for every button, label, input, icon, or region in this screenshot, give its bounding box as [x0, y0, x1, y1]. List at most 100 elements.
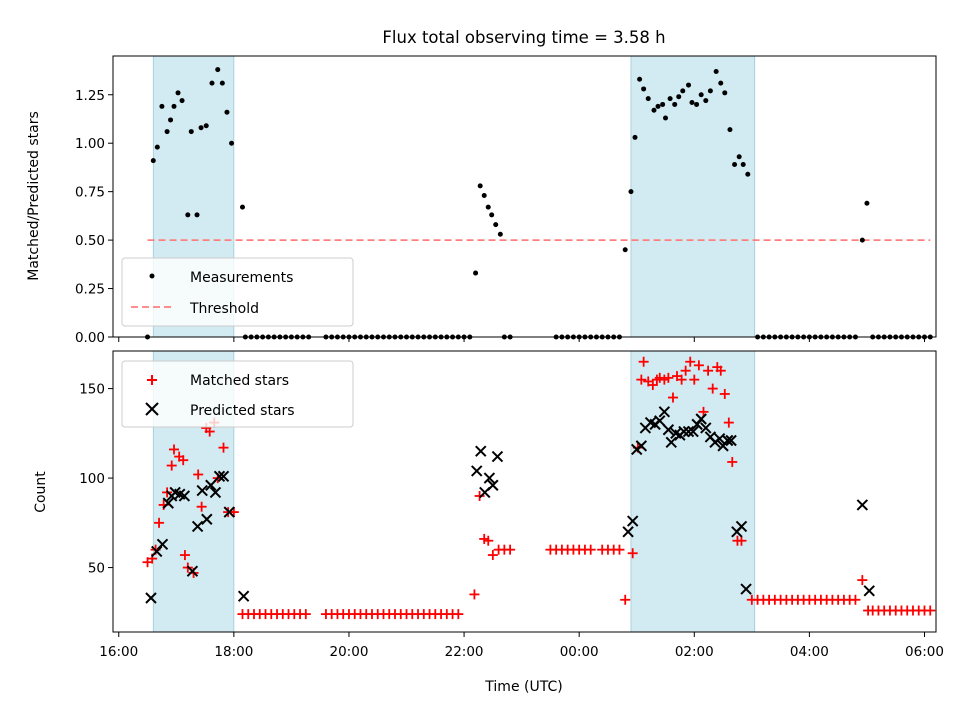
predicted-star-point — [201, 513, 213, 525]
legend-matched-marker — [147, 375, 157, 385]
predicted-star-point — [483, 472, 496, 484]
ratio-legend: Measurements Threshold — [121, 257, 354, 327]
measurement-point — [645, 96, 651, 102]
measurement-point — [718, 80, 724, 86]
predicted-star-point-b — [223, 506, 235, 518]
ratio-y-tick-label: 0.75 — [75, 185, 105, 201]
time-x-tick-label: 02:00 — [675, 644, 714, 660]
matched-star-point — [667, 392, 678, 403]
matched-star-point — [698, 406, 709, 417]
legend-matched-label: Matched stars — [190, 373, 289, 389]
ratio-y-tick-label: 0.25 — [75, 282, 105, 298]
predicted-star-point — [156, 538, 169, 551]
predicted-star-point — [162, 497, 174, 509]
measurement-point — [224, 109, 230, 115]
predicted-star-point — [217, 470, 230, 482]
matched-star-point — [663, 372, 674, 383]
measurement-point — [154, 144, 160, 150]
predicted-star-point — [740, 583, 752, 595]
predicted-star-point — [223, 506, 235, 518]
measurement-point — [473, 270, 479, 276]
legend-measurements-label: Measurements — [190, 270, 293, 286]
predicted-star-point — [209, 486, 222, 499]
measurement-point — [727, 127, 733, 133]
matched-star-point — [857, 575, 868, 586]
time-x-label: Time (UTC) — [484, 679, 562, 695]
predicted-star-point — [658, 406, 671, 418]
measurement-point — [239, 204, 245, 210]
measurement-point — [628, 189, 634, 195]
predicted-star-point-b — [169, 486, 181, 499]
matched-star-point — [178, 455, 189, 466]
matched-star-point — [727, 456, 738, 467]
measurement-point — [667, 96, 673, 102]
ratio-x-ticks — [118, 337, 925, 342]
predicted-star-point-b — [856, 499, 869, 511]
predicted-star-point — [191, 520, 204, 533]
measurement-point — [641, 86, 647, 92]
time-x-axis: 16:00 18:00 20:00 22:00 00:00 02:00 04:00 06:00 — [99, 632, 944, 660]
measurement-point — [493, 222, 499, 228]
matched-star-point — [680, 365, 691, 376]
matched-star-point — [505, 544, 516, 555]
matched-star-point — [204, 426, 215, 437]
predicted-star-point-b — [162, 497, 174, 509]
measurement-point — [168, 117, 174, 123]
measurement-point — [676, 94, 682, 100]
predicted-star-point-b — [682, 425, 695, 438]
predicted-star-point-b — [665, 436, 677, 448]
matched-star-point — [585, 544, 596, 555]
legend-measurements-marker — [149, 273, 155, 279]
predicted-star-point-b — [205, 479, 217, 491]
chart-title: Flux total observing time = 3.58 h — [382, 28, 665, 47]
measurement-point — [477, 183, 483, 189]
predicted-star-point — [475, 445, 487, 457]
ratio-y-tick-label: 1.25 — [75, 88, 105, 104]
predicted-star-point-b — [670, 427, 682, 440]
predicted-star-point-b — [721, 434, 734, 447]
measurement-point — [637, 76, 643, 82]
predicted-star-point-b — [635, 440, 648, 452]
predicted-star-point — [856, 499, 869, 511]
matched-star-point — [925, 605, 936, 616]
predicted-star-point-b — [725, 434, 737, 447]
predicted-star-point-b — [644, 416, 657, 429]
predicted-star-point-b — [191, 520, 204, 533]
predicted-star-point-b — [237, 590, 250, 602]
matched-star-point — [474, 490, 485, 501]
matched-star-point — [487, 550, 498, 561]
matched-star-point — [707, 383, 718, 394]
measurement-point — [694, 101, 700, 107]
ratio-panel-frame — [112, 55, 937, 338]
measurement-point — [722, 90, 728, 96]
predicted-star-point-b — [658, 406, 671, 418]
measurement-point — [745, 171, 751, 177]
predicted-star-point-b — [217, 470, 230, 482]
matched-star-point — [654, 372, 665, 383]
matched-star-point — [685, 356, 696, 367]
measurement-point — [680, 88, 686, 94]
predicted-star-point — [695, 413, 707, 425]
predicted-star-point-b — [201, 513, 213, 525]
ratio-y-tick-label: 0.50 — [75, 233, 105, 249]
predicted-star-point-b — [178, 490, 191, 502]
predicted-star-point-b — [687, 425, 699, 438]
count-legend: Matched stars Predicted stars — [121, 360, 354, 428]
predicted-star-point-b — [209, 486, 222, 499]
predicted-star-point — [471, 465, 483, 477]
predicted-star-point-b — [196, 484, 208, 497]
measurement-point — [150, 158, 156, 164]
matched-star-point — [620, 594, 631, 605]
time-x-tick-label: 20:00 — [330, 644, 369, 660]
matched-star-point — [193, 469, 204, 480]
matched-star-point — [154, 517, 165, 528]
measurement-point — [703, 98, 709, 104]
count-y-axis: 50 100 150 — [79, 382, 113, 577]
measurement-point — [229, 140, 235, 146]
measurement-point — [651, 107, 657, 113]
predicted-star-point — [654, 415, 666, 427]
ratio-panel: 0.00 0.25 0.50 0.75 1.00 1.25 Matched/Predict… — [26, 55, 937, 346]
measurement-point — [171, 103, 177, 109]
measurement-point — [179, 98, 185, 104]
